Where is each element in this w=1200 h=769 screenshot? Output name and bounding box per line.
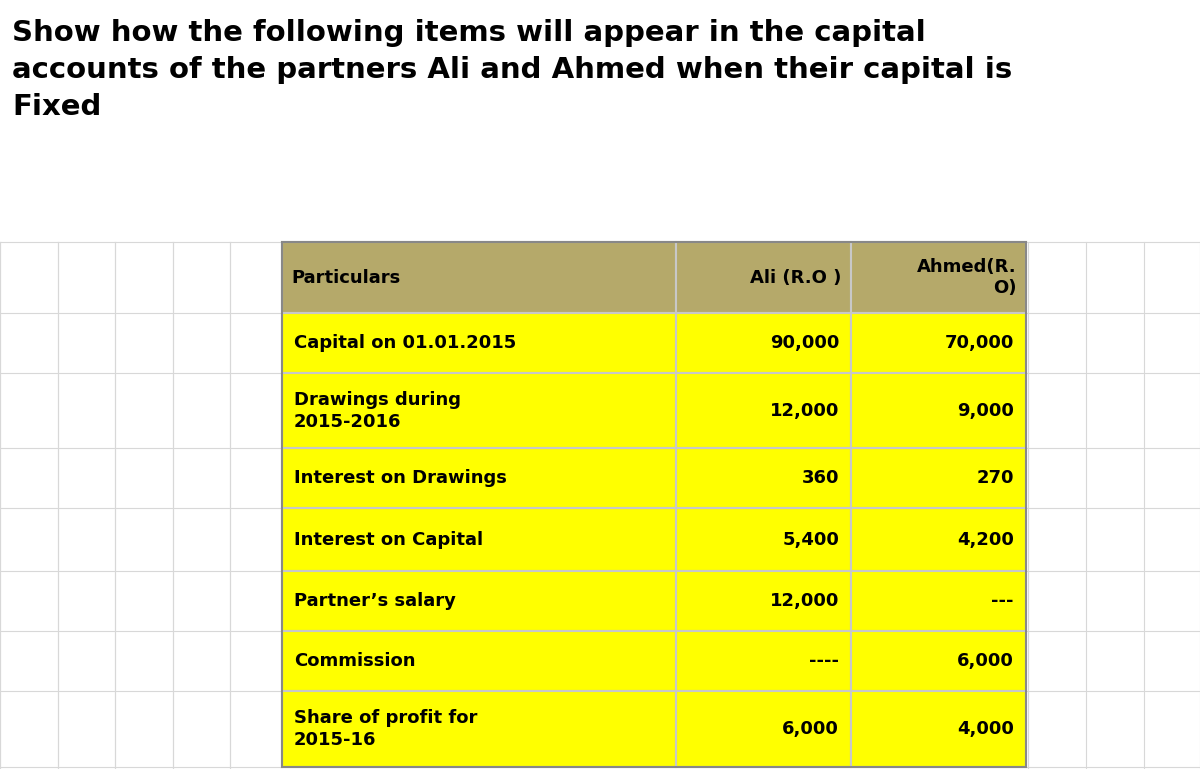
Text: 360: 360 — [802, 469, 839, 488]
Text: ---: --- — [991, 592, 1014, 611]
Text: 6,000: 6,000 — [958, 652, 1014, 671]
Bar — [851, 631, 1026, 691]
Bar — [282, 508, 677, 571]
Text: 9,000: 9,000 — [958, 401, 1014, 420]
Bar — [851, 313, 1026, 373]
Text: Share of profit for
2015-16: Share of profit for 2015-16 — [294, 709, 478, 749]
Text: Interest on Capital: Interest on Capital — [294, 531, 484, 549]
Text: 4,200: 4,200 — [958, 531, 1014, 549]
Bar — [677, 448, 851, 508]
Text: Ali (R.O ): Ali (R.O ) — [750, 268, 841, 287]
Text: Partner’s salary: Partner’s salary — [294, 592, 456, 611]
Text: Drawings during
2015-2016: Drawings during 2015-2016 — [294, 391, 461, 431]
Bar — [282, 631, 677, 691]
Text: Show how the following items will appear in the capital
accounts of the partners: Show how the following items will appear… — [12, 19, 1013, 121]
Text: Capital on 01.01.2015: Capital on 01.01.2015 — [294, 334, 516, 352]
Bar — [282, 313, 677, 373]
Text: 5,400: 5,400 — [782, 531, 839, 549]
Bar — [851, 571, 1026, 631]
Text: Particulars: Particulars — [292, 268, 401, 287]
Text: Commission: Commission — [294, 652, 415, 671]
Bar — [282, 571, 677, 631]
Text: 6,000: 6,000 — [782, 720, 839, 738]
Text: 90,000: 90,000 — [769, 334, 839, 352]
Text: 4,000: 4,000 — [958, 720, 1014, 738]
Bar — [677, 631, 851, 691]
Bar — [677, 508, 851, 571]
Text: 12,000: 12,000 — [769, 401, 839, 420]
Text: Interest on Drawings: Interest on Drawings — [294, 469, 506, 488]
Bar — [677, 373, 851, 448]
Bar — [851, 242, 1026, 313]
Bar — [851, 508, 1026, 571]
Bar — [282, 242, 1026, 767]
Bar — [677, 313, 851, 373]
Bar — [851, 448, 1026, 508]
Bar — [677, 571, 851, 631]
Text: 12,000: 12,000 — [769, 592, 839, 611]
Text: 70,000: 70,000 — [944, 334, 1014, 352]
Bar — [282, 691, 677, 767]
Bar — [282, 448, 677, 508]
Bar — [851, 691, 1026, 767]
Text: 270: 270 — [977, 469, 1014, 488]
Bar — [282, 373, 677, 448]
Text: ----: ---- — [809, 652, 839, 671]
Bar — [677, 691, 851, 767]
Bar — [851, 373, 1026, 448]
Text: Ahmed(R.
O): Ahmed(R. O) — [917, 258, 1016, 297]
Bar — [282, 242, 677, 313]
Bar — [677, 242, 851, 313]
